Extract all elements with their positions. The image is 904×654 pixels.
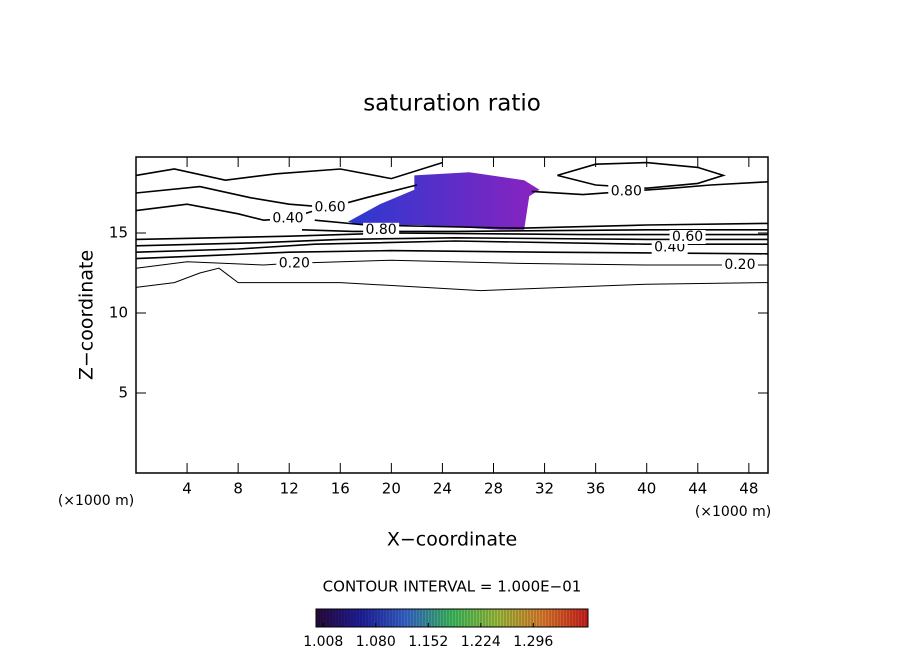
colorbar <box>315 608 589 628</box>
x-tick-label: 20 <box>382 480 401 498</box>
contour-label-bg <box>363 222 400 237</box>
chart-title: saturation ratio <box>363 91 541 117</box>
contour-label: 0.80 <box>366 222 397 238</box>
contour-line <box>531 181 769 196</box>
contour-label-bg <box>608 184 645 199</box>
contour-interval: CONTOUR INTERVAL = 1.000E−01 <box>323 578 582 596</box>
x-tick-label: 12 <box>280 480 299 498</box>
y-axis-label: Z−coordinate <box>76 250 98 380</box>
contour-line <box>135 161 443 182</box>
contour-label-bg <box>669 230 706 244</box>
contour-line <box>314 219 769 230</box>
x-units: (×1000 m) <box>695 504 771 520</box>
colorbar-tick-label: 1.152 <box>408 634 448 650</box>
x-tick-label: 28 <box>484 480 503 498</box>
y-tick-label: 10 <box>109 304 128 322</box>
contour-label-bg <box>269 211 306 226</box>
x-tick-label: 44 <box>688 480 707 498</box>
x-tick-label: 24 <box>433 480 452 498</box>
x-tick-label: 4 <box>182 480 192 498</box>
contour-line <box>135 184 418 209</box>
contour-label: 0.20 <box>724 257 755 273</box>
colorbar-tick-label: 1.224 <box>461 634 501 650</box>
x-tick-label: 40 <box>637 480 656 498</box>
x-tick-label: 32 <box>535 480 554 498</box>
contour-label: 0.40 <box>272 211 303 227</box>
x-tick-label: 48 <box>739 480 758 498</box>
y-units: (×1000 m) <box>58 493 134 509</box>
colorbar-tick-label: 1.008 <box>303 634 343 650</box>
plot-frame <box>135 156 769 474</box>
contour-line <box>301 229 768 233</box>
contour-label-bg <box>312 200 349 215</box>
contour-line <box>135 259 768 269</box>
y-tick-label: 15 <box>109 224 128 242</box>
x-axis-label: X−coordinate <box>387 529 517 551</box>
contour-label: 0.60 <box>672 229 703 245</box>
x-tick-label: 8 <box>233 480 243 498</box>
contour-line <box>135 249 769 260</box>
contour-line <box>135 267 769 292</box>
contour-line <box>135 236 768 247</box>
contour-label: 0.20 <box>279 255 310 271</box>
contour-label: 0.60 <box>314 199 345 215</box>
x-tick-label: 36 <box>586 480 605 498</box>
contour-label-bg <box>276 256 313 271</box>
contour-label-bg <box>721 258 758 272</box>
x-tick-label: 16 <box>331 480 350 498</box>
shaded-region <box>347 172 540 230</box>
colorbar-tick-label: 1.080 <box>356 634 396 650</box>
contour-label: 0.80 <box>611 183 642 199</box>
contour-line <box>135 200 341 222</box>
colorbar-tick-label: 1.296 <box>513 634 553 650</box>
y-tick-label: 5 <box>118 384 128 402</box>
